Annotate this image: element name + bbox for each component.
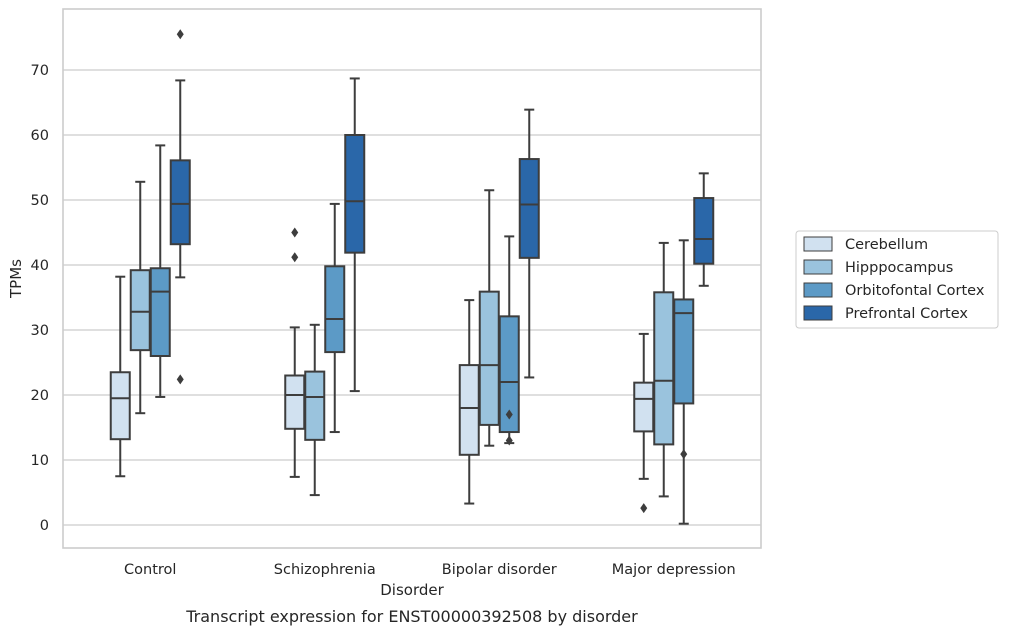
- outlier-point: [176, 29, 184, 40]
- box-group: [478, 189, 500, 447]
- y-axis-label: TPMs: [7, 259, 25, 299]
- y-tick-label: 50: [31, 193, 49, 209]
- box-group: [109, 275, 131, 478]
- outlier-point: [680, 449, 688, 460]
- y-tick-label: 40: [31, 258, 49, 274]
- box: [109, 371, 131, 441]
- legend-label: Cerebellum: [845, 237, 928, 253]
- outlier-point: [505, 435, 513, 446]
- box-group: [169, 29, 191, 385]
- box: [129, 269, 151, 352]
- legend-label: Prefrontal Cortex: [845, 306, 968, 322]
- x-tick-label: Major depression: [612, 562, 736, 578]
- y-tick-label: 30: [31, 323, 49, 339]
- box: [304, 370, 326, 441]
- box: [633, 381, 655, 433]
- legend-label: Orbitofontal Cortex: [845, 283, 985, 299]
- y-tick-label: 20: [31, 388, 49, 404]
- y-tick-labels: 0 10 20 30 40 50 60 70: [31, 63, 49, 534]
- box-group: [498, 235, 520, 446]
- legend-swatch: [803, 236, 833, 252]
- plot-area-frame: [62, 8, 762, 549]
- boxes: [109, 29, 715, 525]
- x-tick-label: Schizophrenia: [274, 562, 376, 578]
- outlier-point: [176, 374, 184, 385]
- box-group: [149, 144, 171, 398]
- y-tick-label: 10: [31, 453, 49, 469]
- x-tick-label: Control: [124, 562, 176, 578]
- box-group: [653, 241, 675, 498]
- outlier-point: [505, 409, 513, 420]
- y-tick-label: 0: [40, 518, 49, 534]
- box: [498, 315, 520, 434]
- box-group: [633, 332, 655, 514]
- x-tick-label: Bipolar disorder: [442, 562, 557, 578]
- y-tick-label: 70: [31, 63, 49, 79]
- legend-swatch: [803, 305, 833, 321]
- box-group: [518, 108, 540, 379]
- box: [344, 134, 366, 254]
- box: [673, 298, 695, 405]
- legend-frame: [795, 230, 999, 329]
- box-group: [693, 172, 715, 287]
- box-group: [673, 239, 695, 525]
- x-axis-label: Disorder: [380, 581, 444, 599]
- outlier-point: [640, 503, 648, 514]
- x-tick-labels: Control Schizophrenia Bipolar disorder Majo…: [124, 562, 736, 578]
- box: [169, 159, 191, 246]
- box: [478, 290, 500, 426]
- outlier-point: [291, 227, 299, 238]
- legend: Cerebellum Hipppocampus Orbitofontal Corte…: [795, 230, 999, 329]
- outlier-point: [291, 252, 299, 263]
- box-group: [284, 227, 306, 478]
- box: [458, 364, 480, 456]
- box: [284, 374, 306, 430]
- box: [693, 197, 715, 265]
- legend-swatch: [803, 282, 833, 298]
- chart-caption: Transcript expression for ENST0000039250…: [185, 607, 638, 626]
- box: [149, 267, 171, 357]
- box-group: [304, 323, 326, 497]
- box-group: [344, 77, 366, 393]
- box-group: [129, 180, 151, 415]
- legend-label: Hipppocampus: [845, 260, 953, 276]
- box: [324, 265, 346, 354]
- box: [518, 158, 540, 259]
- box: [653, 291, 675, 446]
- y-tick-label: 60: [31, 128, 49, 144]
- box-group: [324, 202, 346, 434]
- legend-swatch: [803, 259, 833, 275]
